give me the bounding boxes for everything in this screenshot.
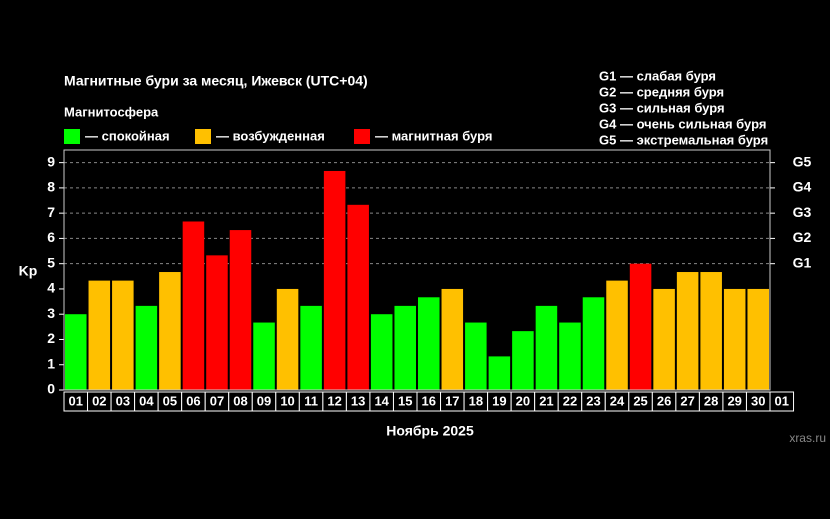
bar xyxy=(488,356,511,390)
bar xyxy=(135,305,158,390)
legend-swatch xyxy=(64,129,80,144)
bar xyxy=(676,272,699,390)
bar xyxy=(535,305,558,390)
y-tick-label: 1 xyxy=(47,355,55,371)
x-tick-label: 24 xyxy=(610,393,625,408)
x-tick-label: 04 xyxy=(139,393,154,408)
x-tick-label: 25 xyxy=(633,393,647,408)
x-tick-label: 30 xyxy=(751,393,765,408)
y-tick-label: 7 xyxy=(47,204,55,220)
bar xyxy=(582,297,605,390)
y-tick-label: 9 xyxy=(47,153,55,169)
y2-tick-label: G1 xyxy=(793,254,812,270)
bar xyxy=(88,280,111,390)
bar xyxy=(559,322,581,390)
y-axis-label: Kp xyxy=(19,263,38,279)
bar xyxy=(159,272,181,390)
y-tick-label: 5 xyxy=(47,254,55,270)
bar xyxy=(229,230,252,390)
x-tick-label: 26 xyxy=(657,393,671,408)
legend-label: — спокойная xyxy=(85,128,170,143)
x-tick-label: 20 xyxy=(516,393,530,408)
x-tick-label: 01 xyxy=(69,393,83,408)
bar xyxy=(182,221,205,390)
legend-swatch xyxy=(354,129,370,144)
legend-label: — возбужденная xyxy=(216,128,325,143)
storm-level: G1 — слабая буря xyxy=(599,68,716,83)
y-tick-label: 6 xyxy=(47,229,55,245)
x-tick-label: 15 xyxy=(398,393,412,408)
bar xyxy=(347,204,369,390)
x-tick-label: 14 xyxy=(374,393,389,408)
bar xyxy=(723,288,746,390)
plot-frame xyxy=(63,149,771,391)
x-tick-label: 03 xyxy=(116,393,130,408)
chart-title: Магнитные бури за месяц, Ижевск (UTC+04) xyxy=(64,73,368,89)
x-tick-label: 21 xyxy=(539,393,553,408)
x-tick-label: 13 xyxy=(351,393,365,408)
bar xyxy=(418,297,440,390)
x-tick-label: 16 xyxy=(422,393,436,408)
x-tick-label: 12 xyxy=(327,393,341,408)
x-tick-label: 05 xyxy=(163,393,177,408)
x-tick-label: 02 xyxy=(92,393,106,408)
y-tick-label: 0 xyxy=(47,381,55,397)
bar xyxy=(629,263,652,390)
bar xyxy=(300,305,322,390)
legend-title: Магнитосфера xyxy=(64,104,159,119)
bar xyxy=(512,331,534,390)
x-tick-label: 19 xyxy=(492,393,506,408)
bar xyxy=(206,255,228,390)
bar xyxy=(276,288,299,390)
storm-level: G4 — очень сильная буря xyxy=(599,116,766,131)
y-tick-label: 4 xyxy=(47,280,55,296)
x-tick-label: 18 xyxy=(469,393,483,408)
y2-tick-label: G2 xyxy=(793,229,812,245)
watermark: xras.ru xyxy=(789,431,826,445)
bar xyxy=(747,288,769,390)
y-tick-label: 2 xyxy=(47,330,55,346)
legend-swatch xyxy=(195,129,211,144)
bar xyxy=(394,305,416,390)
x-axis-label: Ноябрь 2025 xyxy=(386,423,474,439)
bar xyxy=(441,288,464,390)
y2-tick-label: G3 xyxy=(793,204,812,220)
storm-level: G2 — средняя буря xyxy=(599,84,724,99)
y-tick-label: 3 xyxy=(47,305,55,321)
x-tick-label: 29 xyxy=(727,393,741,408)
x-tick-label: 23 xyxy=(586,393,600,408)
x-tick-label: 10 xyxy=(280,393,294,408)
x-tick-label: 06 xyxy=(186,393,200,408)
bar xyxy=(653,288,675,390)
bar xyxy=(370,314,393,390)
y2-tick-label: G5 xyxy=(793,153,812,169)
bar xyxy=(700,272,722,390)
storm-level: G5 — экстремальная буря xyxy=(599,132,768,147)
x-tick-label: 08 xyxy=(233,393,247,408)
bar xyxy=(606,280,628,390)
x-tick-label: 27 xyxy=(680,393,694,408)
bar xyxy=(112,280,134,390)
y2-tick-label: G4 xyxy=(793,179,812,195)
x-tick-label: 22 xyxy=(563,393,577,408)
legend-label: — магнитная буря xyxy=(375,128,492,143)
x-tick-label: 17 xyxy=(445,393,459,408)
x-tick-label: 11 xyxy=(304,393,318,408)
bar xyxy=(253,322,275,390)
x-tick-label: 28 xyxy=(704,393,718,408)
bar xyxy=(465,322,487,390)
x-tick-box xyxy=(769,391,795,412)
bar xyxy=(323,170,346,390)
x-tick-label: 09 xyxy=(257,393,271,408)
y-tick-label: 8 xyxy=(47,179,55,195)
bar xyxy=(65,314,87,390)
storm-level: G3 — сильная буря xyxy=(599,100,725,115)
x-tick-label: 07 xyxy=(210,393,224,408)
x-tick-label: 01 xyxy=(775,393,789,408)
